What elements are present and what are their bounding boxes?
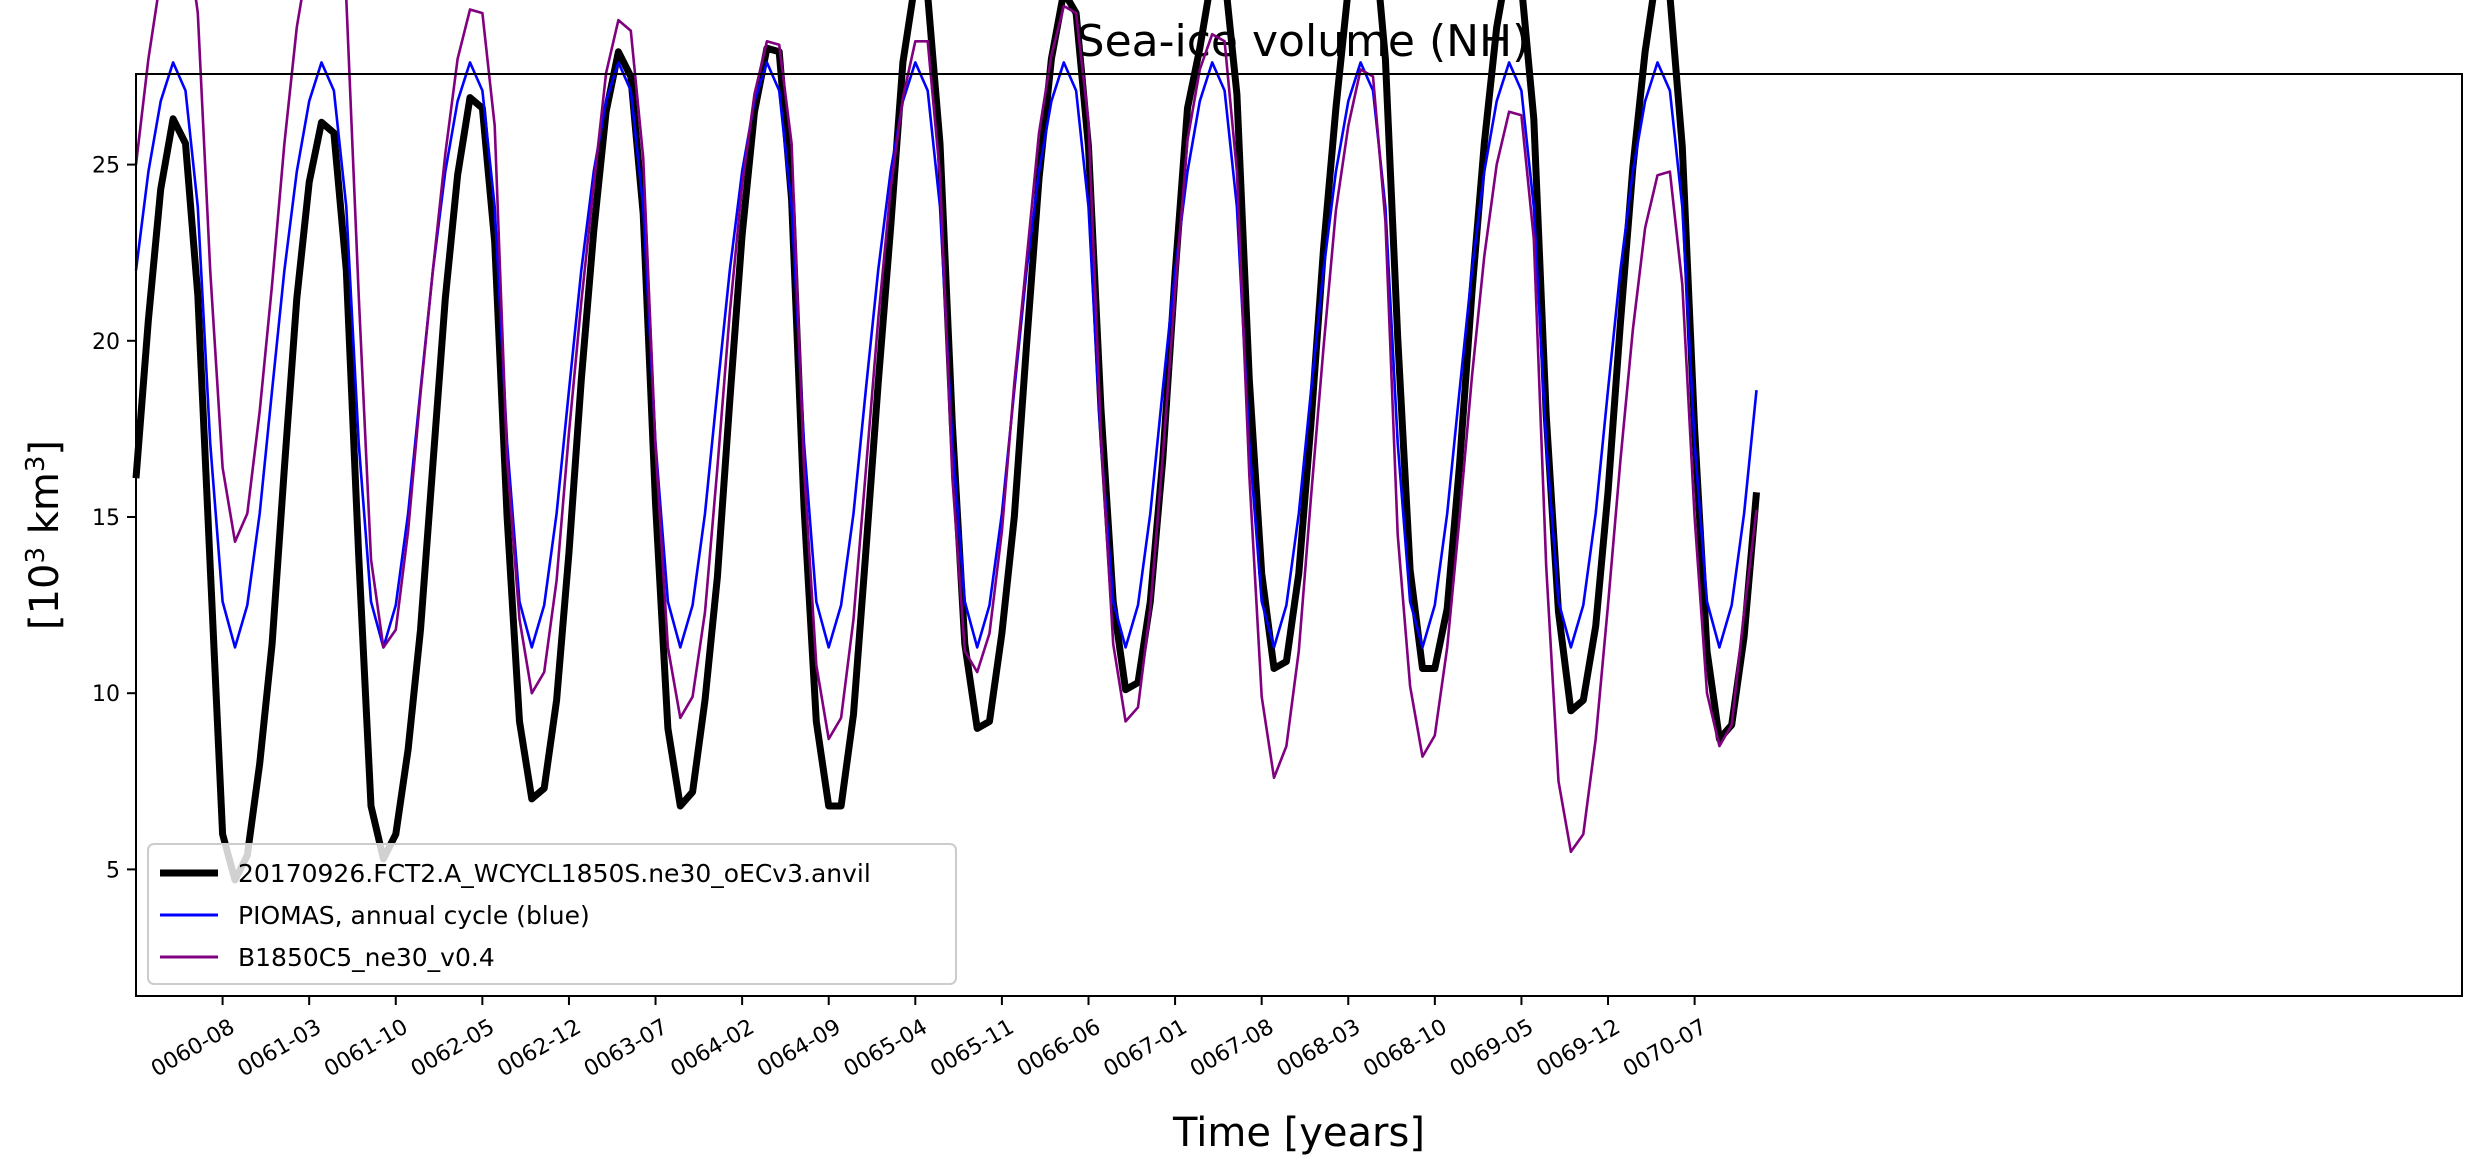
legend: 20170926.FCT2.A_WCYCL1850S.ne30_oECv3.an… [148,844,956,984]
y-tick-label: 30 [92,0,120,2]
y-axis-label-open: [10 [22,564,68,631]
chart-title: Sea-ice volume (NH) [1077,16,1530,67]
y-axis-label-exp2: 3 [21,456,51,473]
y-axis-label-unit: km [22,472,68,547]
y-tick-label: 25 [92,154,120,179]
legend-label-model: 20170926.FCT2.A_WCYCL1850S.ne30_oECv3.an… [238,859,871,888]
y-tick-label: 5 [106,858,120,883]
x-axis-label: Time [years] [1172,1110,1425,1156]
y-axis-label-close: ] [22,440,68,456]
legend-label-piomas: PIOMAS, annual cycle (blue) [238,901,590,930]
y-tick-label: 10 [92,682,120,707]
y-tick-label: 20 [92,330,120,355]
y-tick-label: 15 [92,506,120,531]
y-axis-label-exp1: 3 [21,547,51,564]
legend-label-b1850: B1850C5_ne30_v0.4 [238,943,495,972]
